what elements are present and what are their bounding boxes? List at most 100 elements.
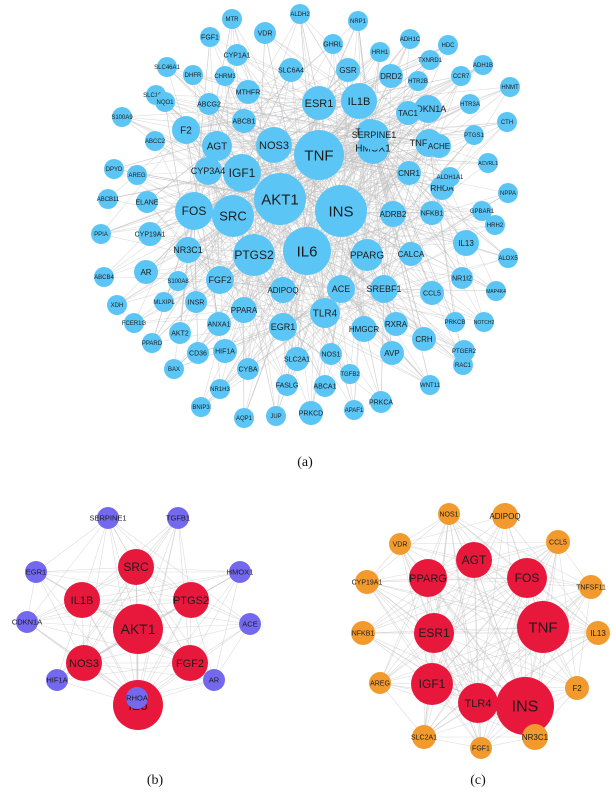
a-node-aldh1a1 bbox=[440, 167, 460, 187]
a-label-cyba: CYBA bbox=[238, 366, 257, 373]
a-label-cyp19a1: CYP19A1 bbox=[135, 231, 166, 238]
a-node-nfkb1 bbox=[420, 201, 444, 225]
c-label-cyp19a1: CYP19A1 bbox=[352, 579, 383, 586]
c-label-ccl5: CCL5 bbox=[549, 539, 567, 546]
a-label-aldh1a1: ALDH1A1 bbox=[437, 175, 464, 181]
a-label-dhfr: DHFR bbox=[185, 73, 202, 79]
c-label-nos1: NOS1 bbox=[439, 511, 458, 518]
a-label-ar: AR bbox=[140, 268, 151, 277]
a-node-htr3a bbox=[460, 94, 480, 114]
a-node-abcg2 bbox=[198, 93, 220, 115]
a-label-fgf2: FGF2 bbox=[208, 275, 231, 285]
c-node-areg bbox=[369, 672, 391, 694]
a-label-abcb1: ABCB1 bbox=[233, 118, 256, 125]
a-node-bax bbox=[164, 359, 184, 379]
c-node-vdr bbox=[389, 533, 411, 555]
a-node-akt1 bbox=[254, 173, 306, 225]
a-node-mthfr bbox=[236, 80, 260, 104]
a-node-acvrl1 bbox=[478, 153, 498, 173]
panel-b-network: AKT1IL6SRCIL1BPTGS2NOS3FGF2SERPINE1TGFB1… bbox=[12, 507, 261, 730]
a-label-htr2b: HTR2B bbox=[408, 79, 428, 85]
a-node-abca1 bbox=[314, 375, 336, 397]
b-label-ar: AR bbox=[209, 676, 220, 685]
a-label-map4k4: MAP4K4 bbox=[486, 289, 506, 295]
a-label-bnip3: BNIP3 bbox=[192, 405, 210, 411]
b-label-hif1a: HIF1A bbox=[46, 676, 67, 685]
a-label-slc2a1: SLC2A1 bbox=[284, 356, 310, 363]
c-node-ins bbox=[496, 677, 554, 735]
c-node-tnf bbox=[517, 601, 569, 653]
a-node-fgf1 bbox=[200, 27, 220, 47]
a-node-slc2a1 bbox=[285, 347, 309, 371]
a-node-akt2 bbox=[169, 322, 191, 344]
a-label-apaf1: APAF1 bbox=[345, 408, 364, 414]
a-label-tac1: TAC1 bbox=[398, 109, 418, 118]
a-label-tgfb2: TGFB2 bbox=[340, 372, 360, 378]
a-node-ins bbox=[315, 185, 367, 237]
b-node-rhoa bbox=[126, 687, 148, 709]
a-node-slc46a1 bbox=[157, 57, 177, 77]
a-label-nos1: NOS1 bbox=[321, 351, 340, 358]
a-node-insr bbox=[185, 291, 207, 313]
a-label-ghrl: GHRL bbox=[323, 41, 343, 48]
a-label-mlxipl: MLXIPL bbox=[153, 300, 175, 306]
a-node-src bbox=[212, 195, 254, 237]
a-label-faslg: FASLG bbox=[276, 382, 299, 389]
a-label-adipoq: ADIPOQ bbox=[267, 286, 298, 295]
b-node-ace bbox=[239, 613, 261, 635]
c-node-ccl5 bbox=[546, 530, 570, 554]
b-node-fgf2 bbox=[172, 645, 208, 681]
a-node-anxa1 bbox=[207, 312, 231, 336]
c-node-tnfsf11 bbox=[579, 575, 603, 599]
a-node-tac1 bbox=[396, 101, 420, 125]
a-node-cth bbox=[497, 112, 517, 132]
a-node-dhfr bbox=[183, 65, 203, 85]
a-node-fgf2 bbox=[206, 266, 234, 294]
a-label-notch2: NOTCH2 bbox=[474, 320, 495, 326]
a-label-ppara: PPARA bbox=[231, 306, 258, 315]
panel-a-network: AKT1 INS TNF IL6 SRC PTGS2 IGF1 FOS NOS3 IL1B ESR1… bbox=[91, 4, 520, 428]
a-node-hrh2 bbox=[485, 215, 505, 235]
b-label-il1b: IL1B bbox=[71, 595, 94, 607]
a-node-mlxipl bbox=[154, 292, 174, 312]
c-node-esr1 bbox=[414, 613, 454, 653]
a-node-nos1 bbox=[320, 343, 342, 365]
a-label-abcc2: ABCC2 bbox=[145, 139, 166, 145]
a-label-rhoa: RHOA bbox=[430, 184, 454, 193]
a-label-mtr: MTR bbox=[226, 17, 240, 23]
c-label-esr1: ESR1 bbox=[418, 626, 450, 640]
b-node-hif1a bbox=[46, 669, 68, 691]
a-label-adrb2: ADRB2 bbox=[380, 210, 407, 219]
a-label-mthfr: MTHFR bbox=[236, 89, 261, 96]
a-label-hnmt: HNMT bbox=[501, 85, 519, 91]
a-node-hmgcr bbox=[351, 316, 377, 342]
c-node-adipoq bbox=[492, 503, 518, 529]
a-label-drd2: DRD2 bbox=[380, 72, 402, 81]
a-node-tgfb2 bbox=[340, 364, 360, 384]
a-label-jup: JUP bbox=[270, 414, 281, 420]
b-label-ace: ACE bbox=[242, 620, 257, 629]
a-node-txnrd1 bbox=[420, 50, 440, 70]
panel-c-network: AGT PPARG FOS ESR1 TNF IGF1 TLR4 INS NOS1 ADIPOQ V… bbox=[351, 503, 610, 759]
a-node-notch2 bbox=[474, 312, 494, 332]
a-label-cth: CTH bbox=[501, 120, 513, 126]
c-label-pparg: PPARG bbox=[409, 573, 447, 585]
a-node-bnip3 bbox=[191, 397, 211, 417]
a-node-fos bbox=[175, 192, 213, 230]
a-label-gsr: GSR bbox=[339, 66, 357, 75]
a-node-ptgs1 bbox=[464, 125, 484, 145]
a-label-hrh1: HRH1 bbox=[372, 50, 389, 56]
a-node-rxra bbox=[384, 312, 408, 336]
b-node-nos3 bbox=[66, 645, 102, 681]
b-label-fgf2: FGF2 bbox=[176, 658, 204, 670]
a-node-cyba bbox=[237, 358, 259, 380]
a-label-hmgcr: HMGCR bbox=[349, 325, 379, 334]
a-label-dpyd: DPYD bbox=[106, 167, 123, 173]
a-node-mtr bbox=[222, 9, 242, 29]
a-node-apaf1 bbox=[344, 400, 364, 420]
c-node-nfkb1 bbox=[351, 621, 375, 645]
a-node-fcer1g bbox=[124, 313, 144, 333]
a-node-vdr bbox=[254, 22, 276, 44]
a-label-adh1c: ADH1C bbox=[400, 37, 421, 43]
a-label-anxa1: ANXA1 bbox=[208, 321, 231, 328]
